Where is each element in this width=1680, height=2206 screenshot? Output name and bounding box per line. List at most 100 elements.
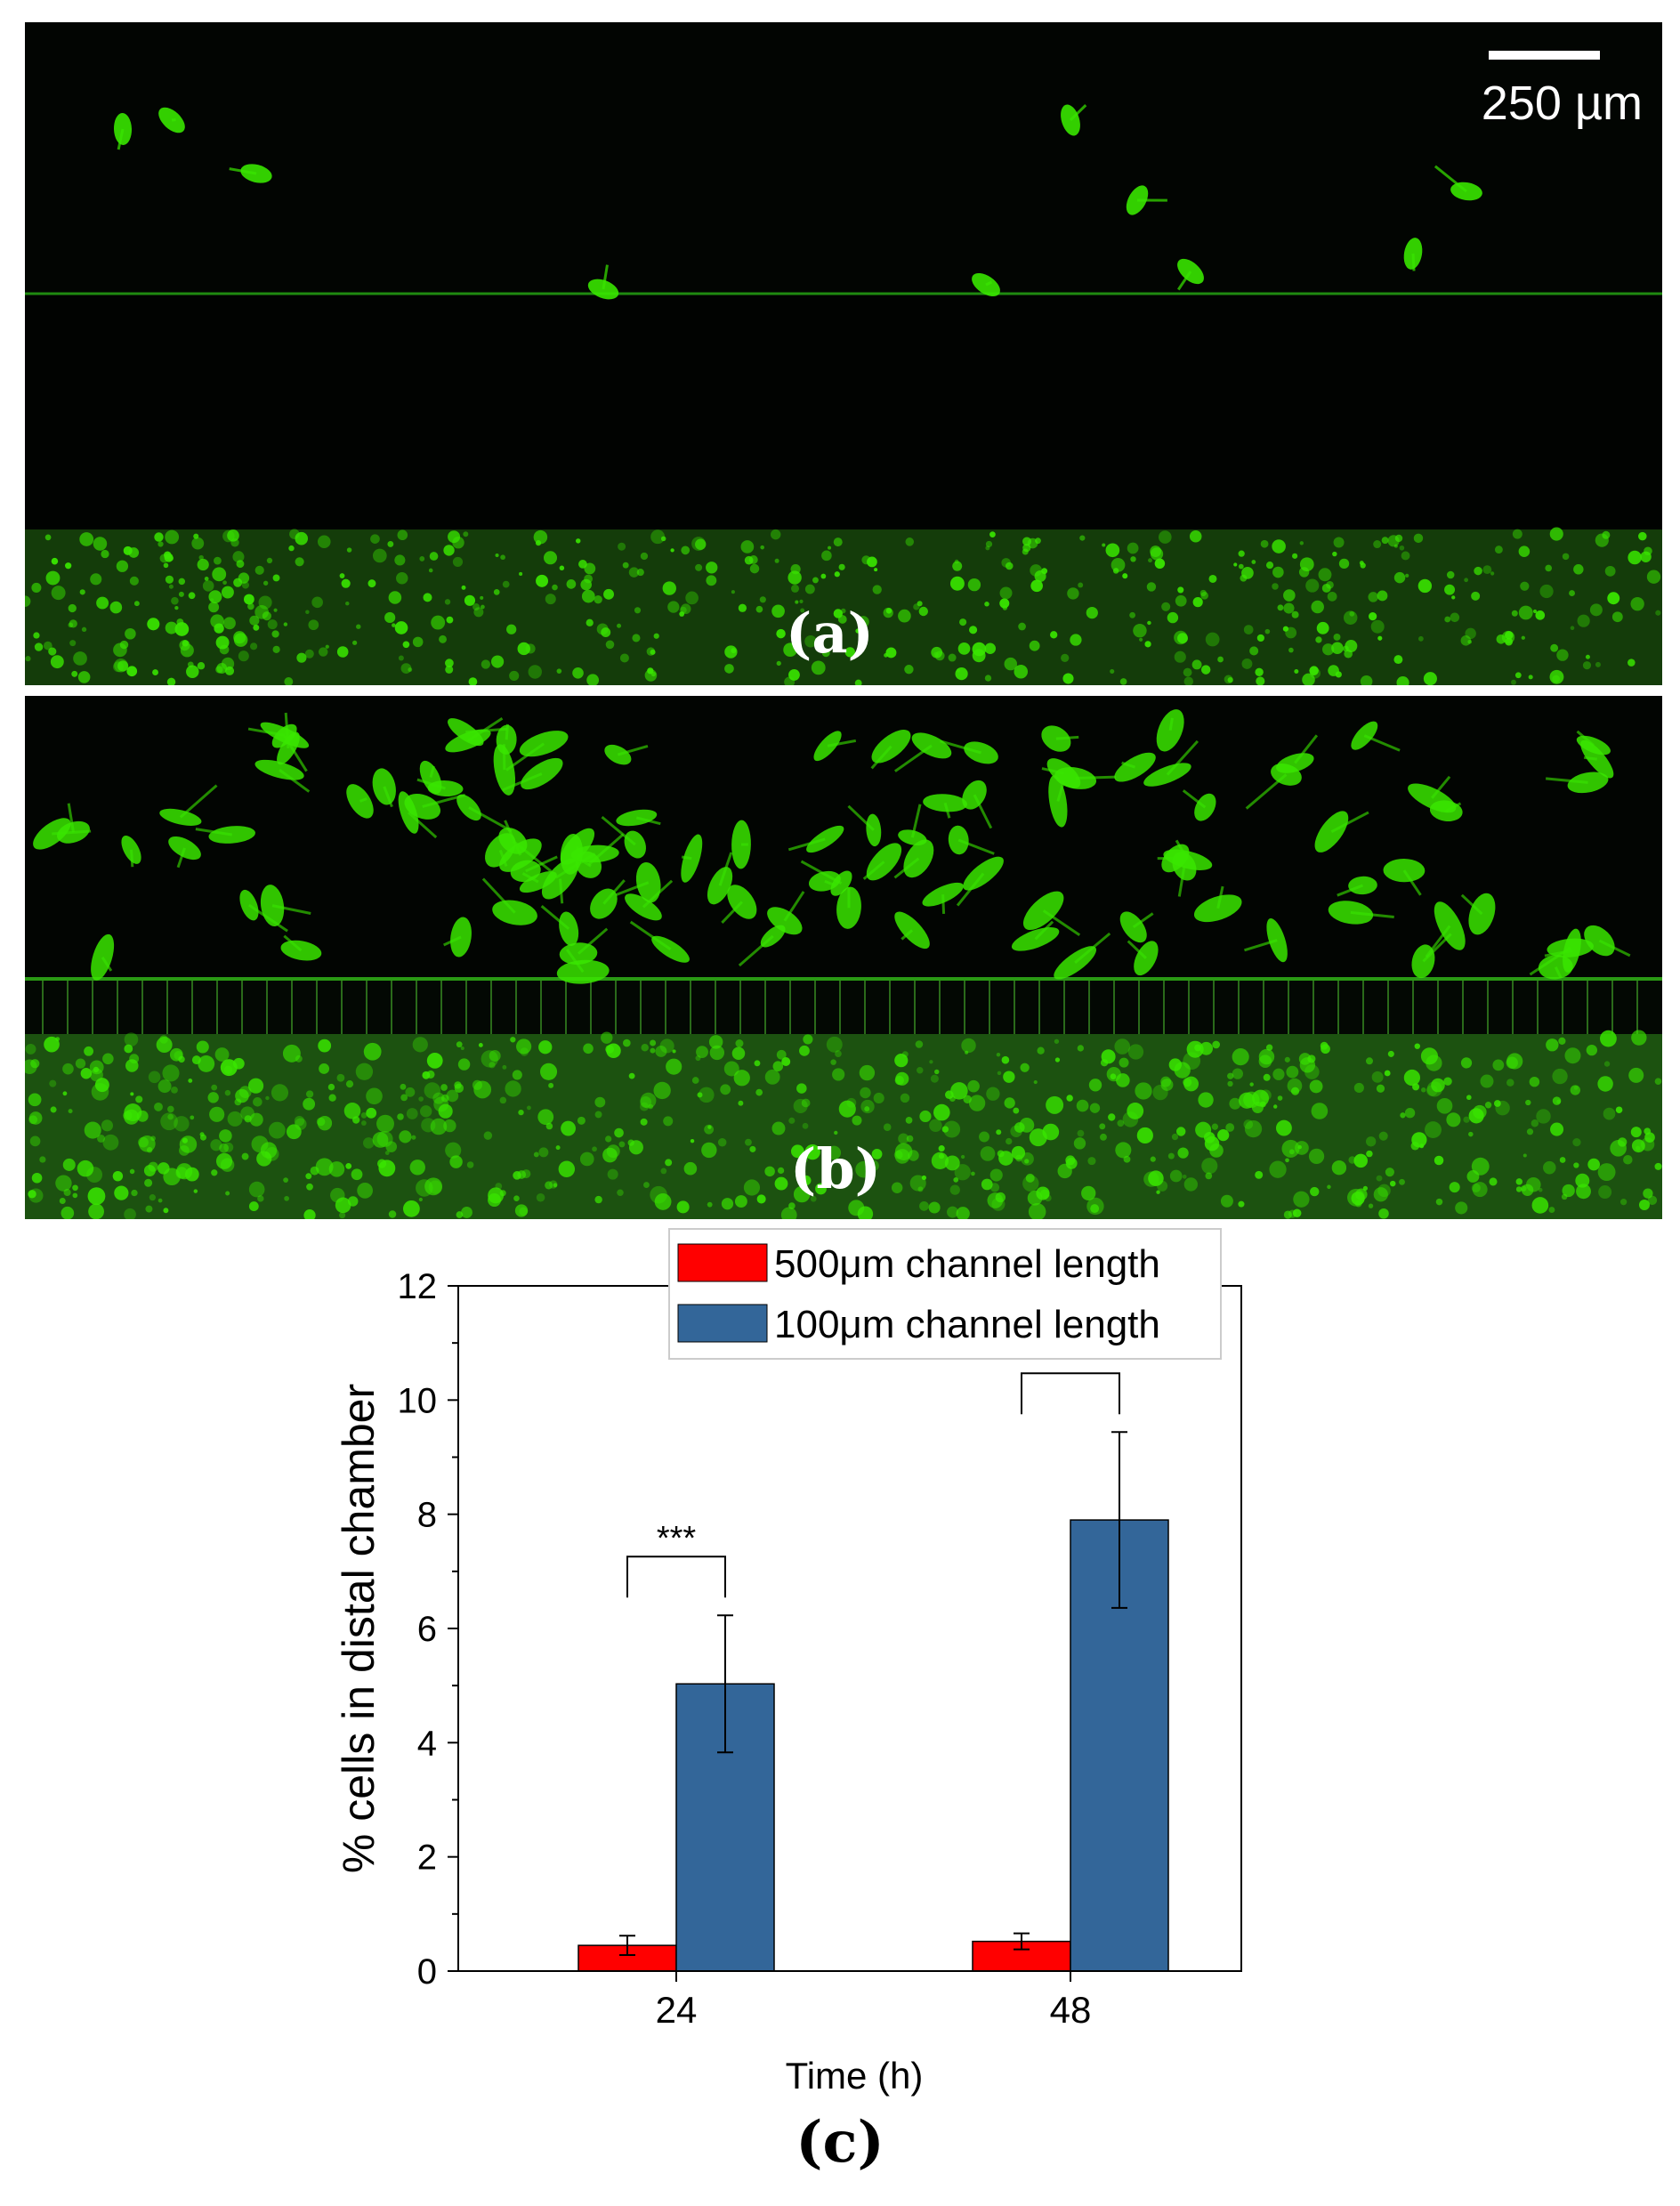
- cell: [214, 1047, 230, 1062]
- cell: [158, 541, 164, 547]
- cell: [178, 578, 186, 586]
- cell: [351, 1168, 363, 1181]
- cell: [1067, 587, 1079, 600]
- cell: [1005, 562, 1014, 570]
- cell-process: [1411, 253, 1416, 271]
- cell: [90, 573, 102, 586]
- cell: [759, 596, 766, 603]
- cell: [949, 1184, 960, 1195]
- cell: [44, 1036, 60, 1053]
- cell-process: [130, 849, 134, 868]
- cell: [781, 1056, 791, 1066]
- cell: [1171, 1133, 1179, 1141]
- cell: [618, 1141, 626, 1148]
- cell-process: [1554, 966, 1563, 979]
- cell: [828, 545, 832, 550]
- cell: [1003, 1071, 1015, 1083]
- cell: [1353, 1153, 1368, 1168]
- cell: [1511, 610, 1518, 617]
- cell: [69, 640, 77, 647]
- cell: [1130, 556, 1136, 562]
- cell: [1556, 649, 1569, 661]
- cell: [905, 1117, 913, 1124]
- cell: [967, 578, 981, 592]
- cell: [114, 658, 128, 673]
- cell: [1376, 1175, 1383, 1182]
- cell: [1393, 655, 1403, 665]
- cell: [73, 651, 87, 666]
- cell-process: [1363, 734, 1401, 752]
- cell: [708, 1035, 723, 1049]
- cell: [1444, 616, 1451, 623]
- cell: [1369, 612, 1377, 621]
- cell: [330, 1187, 345, 1203]
- cell: [1265, 1044, 1273, 1051]
- cell: [28, 1093, 42, 1107]
- cell: [1227, 1072, 1234, 1079]
- cell: [68, 1109, 73, 1114]
- cell: [938, 1153, 945, 1160]
- cell-process: [1337, 884, 1364, 897]
- cell: [934, 1069, 940, 1075]
- cell: [1251, 560, 1256, 564]
- cell: [1410, 1141, 1420, 1151]
- cell: [464, 594, 476, 606]
- cell: [1349, 610, 1355, 617]
- cell: [576, 538, 581, 544]
- cell: [538, 1040, 553, 1055]
- cell: [1446, 570, 1455, 579]
- cell: [956, 1207, 970, 1219]
- cell: [1014, 664, 1029, 679]
- cell: [527, 1105, 531, 1111]
- cell: [253, 624, 260, 631]
- cell: [859, 1064, 876, 1081]
- cell: [101, 1119, 114, 1132]
- cell-process: [558, 878, 564, 904]
- cell: [623, 1038, 631, 1047]
- cell: [1515, 1186, 1522, 1192]
- cell: [1531, 1119, 1539, 1127]
- cell: [654, 1192, 672, 1210]
- cell: [617, 623, 622, 628]
- cell: [857, 616, 869, 628]
- cell: [906, 1135, 914, 1143]
- cell: [577, 1116, 586, 1125]
- cell: [1545, 564, 1553, 572]
- cell: [640, 1095, 652, 1108]
- cell: [1480, 1074, 1494, 1088]
- significance-bracket: [626, 1556, 726, 1598]
- cell: [372, 1132, 389, 1148]
- cell: [928, 1201, 941, 1214]
- cell: [222, 580, 227, 586]
- cell: [188, 592, 196, 600]
- legend-swatch-500: [677, 1243, 768, 1282]
- cell: [552, 584, 558, 591]
- cell: [954, 1164, 971, 1181]
- cell: [984, 642, 997, 654]
- cell: [1400, 1112, 1406, 1119]
- cell: [641, 1043, 649, 1052]
- cell: [460, 1046, 464, 1051]
- cell: [84, 1121, 101, 1139]
- cell: [129, 576, 139, 586]
- cell: [133, 601, 140, 607]
- cell: [1217, 656, 1224, 663]
- cell: [1377, 635, 1383, 641]
- cell: [1482, 565, 1492, 574]
- cell: [1559, 1157, 1566, 1163]
- cell: [1535, 610, 1546, 620]
- cell: [1536, 1109, 1551, 1124]
- cell: [519, 571, 523, 577]
- cell: [62, 1063, 74, 1075]
- cell: [1227, 676, 1233, 683]
- cell: [306, 1183, 313, 1191]
- cell-process: [910, 804, 922, 838]
- cell: [481, 604, 485, 610]
- cell: [957, 642, 971, 655]
- cell: [1496, 634, 1506, 644]
- cell: [1600, 1030, 1617, 1047]
- cell: [898, 1133, 909, 1144]
- cell-process: [1216, 885, 1224, 909]
- cell-process: [1168, 717, 1174, 731]
- cell: [1079, 535, 1086, 541]
